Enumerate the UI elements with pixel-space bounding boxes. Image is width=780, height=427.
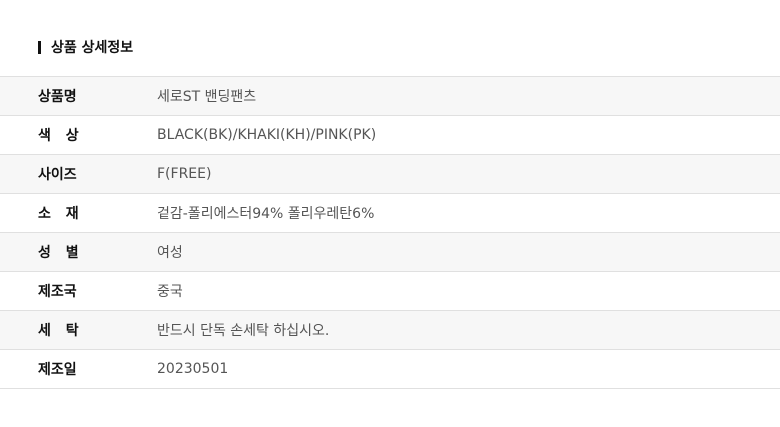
row-value: 반드시 단독 손세탁 하십시오.: [157, 323, 330, 339]
table-row: 상품명 세로ST 밴딩팬츠: [0, 76, 780, 116]
row-value: 20230501: [157, 361, 229, 377]
table-row: 제조일 20230501: [0, 349, 780, 389]
row-label: 색 상: [38, 128, 79, 144]
table-row: 성 별 여성: [0, 232, 780, 272]
row-value: 세로ST 밴딩팬츠: [157, 89, 257, 105]
row-label: 소 재: [38, 206, 79, 222]
row-value: 여성: [157, 245, 183, 261]
table-row: 소 재 겉감-폴리에스터94% 폴리우레탄6%: [0, 193, 780, 233]
table-row: 사이즈 F(FREE): [0, 154, 780, 194]
row-label: 제조국: [38, 284, 77, 300]
row-value: BLACK(BK)/KHAKI(KH)/PINK(PK): [157, 127, 377, 143]
row-label: 성 별: [38, 245, 79, 261]
row-label: 제조일: [38, 362, 77, 378]
table-row: 제조국 중국: [0, 271, 780, 311]
section-title-text: 상품 상세정보: [51, 40, 134, 56]
row-label: 사이즈: [38, 167, 77, 183]
row-label: 세 탁: [38, 323, 79, 339]
row-value: F(FREE): [157, 166, 212, 182]
section-title: 상품 상세정보: [38, 37, 133, 57]
row-value: 겉감-폴리에스터94% 폴리우레탄6%: [157, 206, 375, 222]
row-label: 상품명: [38, 89, 77, 105]
table-row: 색 상 BLACK(BK)/KHAKI(KH)/PINK(PK): [0, 115, 780, 155]
title-bar-marker: [38, 40, 41, 54]
table-row: 세 탁 반드시 단독 손세탁 하십시오.: [0, 310, 780, 350]
row-value: 중국: [157, 284, 183, 300]
